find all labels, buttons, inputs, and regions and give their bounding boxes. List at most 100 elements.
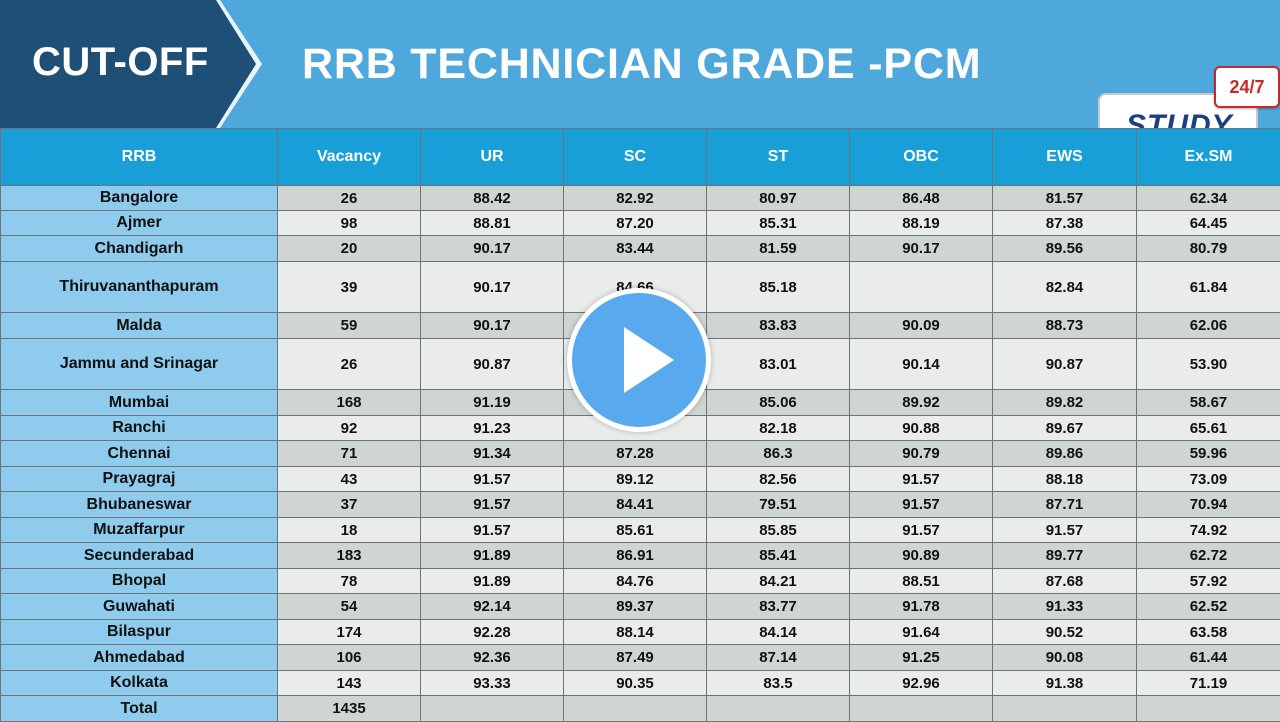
cell-st: 85.06 [707, 390, 850, 416]
cell-ur: 90.17 [421, 236, 564, 262]
cell-ews: 82.84 [993, 262, 1137, 313]
cell-rrb: Bilaspur [1, 620, 278, 645]
cell-sc: 87.49 [564, 645, 707, 671]
cell-vacancy: 183 [278, 543, 421, 569]
badge-24-7: 24/7 [1214, 66, 1280, 108]
column-header-exsm: Ex.SM [1137, 129, 1280, 186]
cell-vacancy: 18 [278, 518, 421, 543]
cell-vacancy: 26 [278, 339, 421, 390]
cell-obc: 86.48 [850, 186, 993, 211]
cell-ur [421, 696, 564, 722]
cell-sc: 86.91 [564, 543, 707, 569]
cell-obc: 91.57 [850, 492, 993, 518]
cell-rrb: Chandigarh [1, 236, 278, 262]
cell-exsm: 80.79 [1137, 236, 1280, 262]
cell-exsm: 70.94 [1137, 492, 1280, 518]
cell-sc: 82.92 [564, 186, 707, 211]
cell-vacancy: 92 [278, 416, 421, 441]
cell-st: 81.59 [707, 236, 850, 262]
cell-ews: 91.57 [993, 518, 1137, 543]
cell-vacancy: 37 [278, 492, 421, 518]
cell-ur: 91.57 [421, 492, 564, 518]
cell-exsm: 65.61 [1137, 416, 1280, 441]
cell-st: 84.14 [707, 620, 850, 645]
cell-exsm: 64.45 [1137, 211, 1280, 236]
cell-exsm: 58.67 [1137, 390, 1280, 416]
cell-ews: 87.71 [993, 492, 1137, 518]
cell-ews: 89.86 [993, 441, 1137, 467]
cell-st: 83.01 [707, 339, 850, 390]
cell-ur: 93.33 [421, 671, 564, 696]
cell-obc: 90.14 [850, 339, 993, 390]
cell-sc: 85.61 [564, 518, 707, 543]
cell-ur: 92.36 [421, 645, 564, 671]
cell-ur: 90.87 [421, 339, 564, 390]
cell-sc: 84.41 [564, 492, 707, 518]
cell-ur: 88.42 [421, 186, 564, 211]
cell-st: 83.5 [707, 671, 850, 696]
cell-rrb: Mumbai [1, 390, 278, 416]
cell-vacancy: 26 [278, 186, 421, 211]
cell-vacancy: 54 [278, 594, 421, 620]
cell-sc: 90.35 [564, 671, 707, 696]
column-header-st: ST [707, 129, 850, 186]
cell-sc: 87.20 [564, 211, 707, 236]
cell-rrb: Thiruvananthapuram [1, 262, 278, 313]
cell-ews: 81.57 [993, 186, 1137, 211]
cell-exsm [1137, 696, 1280, 722]
cell-ews: 89.77 [993, 543, 1137, 569]
cell-exsm: 63.58 [1137, 620, 1280, 645]
column-header-vacancy: Vacancy [278, 129, 421, 186]
cell-obc: 89.92 [850, 390, 993, 416]
cell-sc: 88.14 [564, 620, 707, 645]
play-button[interactable] [567, 288, 711, 432]
cell-ur: 92.14 [421, 594, 564, 620]
cell-rrb: Guwahati [1, 594, 278, 620]
cell-obc: 90.88 [850, 416, 993, 441]
cell-rrb: Secunderabad [1, 543, 278, 569]
cell-exsm: 61.84 [1137, 262, 1280, 313]
cutoff-tag-label: CUT-OFF [32, 40, 209, 85]
cell-exsm: 62.52 [1137, 594, 1280, 620]
cell-rrb: Malda [1, 313, 278, 339]
cell-obc: 91.25 [850, 645, 993, 671]
cell-st: 82.18 [707, 416, 850, 441]
cell-st: 85.41 [707, 543, 850, 569]
cell-exsm: 62.34 [1137, 186, 1280, 211]
cell-obc: 91.57 [850, 467, 993, 492]
cell-sc [564, 696, 707, 722]
cell-rrb: Chennai [1, 441, 278, 467]
cell-ews: 88.73 [993, 313, 1137, 339]
cell-st: 85.85 [707, 518, 850, 543]
cell-ews: 89.82 [993, 390, 1137, 416]
cell-obc: 91.57 [850, 518, 993, 543]
column-header-ur: UR [421, 129, 564, 186]
cell-exsm: 53.90 [1137, 339, 1280, 390]
table-header-row: RRB Vacancy UR SC ST OBC EWS Ex.SM [1, 129, 1280, 186]
cell-ews: 90.52 [993, 620, 1137, 645]
cell-st: 83.83 [707, 313, 850, 339]
cell-ur: 90.17 [421, 313, 564, 339]
column-header-rrb: RRB [1, 129, 278, 186]
column-header-sc: SC [564, 129, 707, 186]
cell-ews: 88.18 [993, 467, 1137, 492]
cell-st: 85.18 [707, 262, 850, 313]
cell-sc: 83.44 [564, 236, 707, 262]
cell-vacancy: 43 [278, 467, 421, 492]
cell-vacancy: 98 [278, 211, 421, 236]
play-icon [624, 327, 674, 393]
cell-obc: 92.96 [850, 671, 993, 696]
